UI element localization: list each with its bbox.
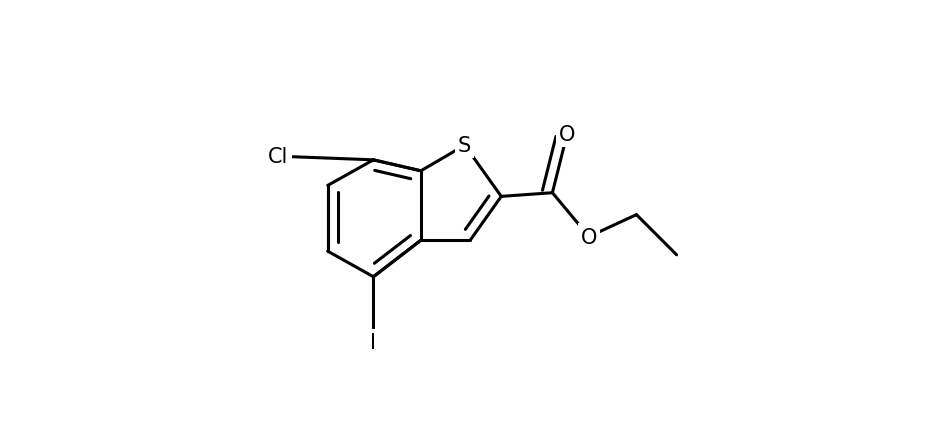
Text: S: S	[458, 136, 471, 156]
Text: I: I	[371, 333, 377, 353]
Text: Cl: Cl	[269, 147, 289, 167]
Text: O: O	[581, 227, 597, 247]
Text: O: O	[559, 125, 575, 145]
